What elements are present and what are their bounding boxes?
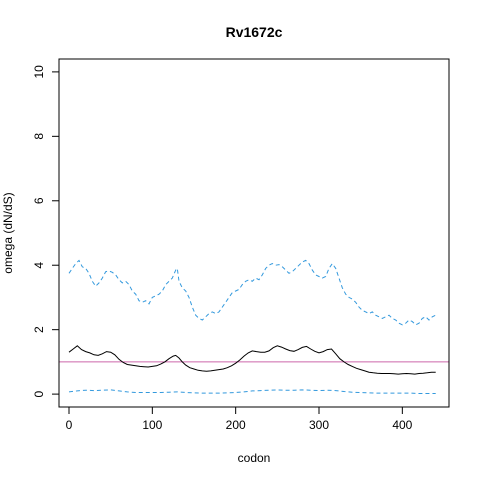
y-tick-label: 10 — [32, 65, 46, 79]
y-axis-label: omega (dN/dS) — [1, 192, 15, 273]
series-line-1 — [68, 345, 436, 375]
x-tick-label: 400 — [392, 418, 412, 432]
plot-frame — [58, 58, 450, 408]
x-axis: 0 100 200 300 400 — [66, 406, 413, 432]
chart-title: Rv1672c — [226, 24, 283, 40]
y-tick-label: 6 — [32, 197, 46, 204]
x-axis-label: codon — [238, 451, 271, 465]
y-tick-label: 8 — [32, 133, 46, 140]
y-axis: 0 2 4 6 8 10 — [32, 65, 60, 397]
x-tick-label: 300 — [309, 418, 329, 432]
x-tick-label: 100 — [142, 418, 162, 432]
series-line-2 — [68, 259, 436, 326]
plot-area — [59, 259, 449, 394]
series-line-3 — [68, 389, 436, 394]
x-tick-label: 200 — [226, 418, 246, 432]
y-tick-label: 2 — [32, 326, 46, 333]
y-tick-label: 4 — [32, 262, 46, 269]
y-tick-label: 0 — [32, 390, 46, 397]
x-tick-label: 0 — [66, 418, 73, 432]
